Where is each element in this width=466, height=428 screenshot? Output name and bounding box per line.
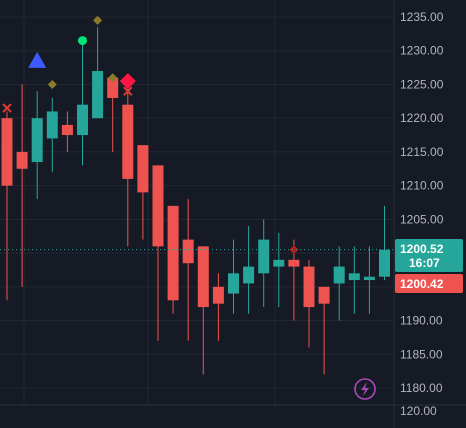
candle [228, 239, 239, 314]
signal-x-marker [2, 103, 12, 113]
candle-body [379, 249, 390, 277]
candle-body [258, 239, 270, 274]
candle [92, 27, 104, 119]
candle [197, 246, 209, 375]
candle [137, 145, 149, 240]
candle [363, 246, 375, 314]
lightning-icon[interactable] [354, 378, 376, 400]
candle [46, 97, 58, 173]
candle [152, 165, 164, 341]
candle-body [16, 151, 28, 169]
candle-body [46, 111, 58, 139]
candle-body [228, 273, 239, 294]
signal-diamond-marker [47, 79, 57, 89]
signal-diamond-marker [119, 73, 136, 90]
candle-body [318, 286, 330, 304]
prev-close-value: 1200.42 [400, 277, 444, 291]
candle-body [212, 286, 224, 304]
candle [258, 219, 270, 308]
candle-body [137, 145, 149, 193]
grid [0, 0, 394, 405]
candle-body [273, 259, 285, 267]
price-tick-label: 1210.00 [400, 179, 444, 193]
candle [1, 111, 13, 301]
candle [212, 273, 224, 341]
prev-close-tag: 1200.42 [395, 274, 463, 293]
candle [379, 205, 390, 281]
candle-body [167, 205, 179, 301]
candle [182, 199, 194, 341]
candle [303, 259, 315, 348]
signal-diamond-marker [289, 245, 299, 255]
signal-diamond-marker [93, 15, 103, 25]
candles [1, 27, 390, 375]
prev-close-tag-bg [395, 274, 463, 293]
candle-body [61, 124, 73, 136]
candle-body [348, 273, 360, 281]
price-tick-label: 1205.00 [400, 212, 444, 226]
candle [333, 246, 345, 321]
candle-body [122, 104, 134, 179]
last-price-tag: 1200.52 16:07 [395, 239, 463, 272]
signal-triangle-marker [28, 51, 47, 68]
candle-body [197, 246, 209, 308]
countdown-timer: 16:07 [409, 256, 440, 270]
price-tick-label: 1220.00 [400, 111, 444, 125]
candle [318, 286, 330, 375]
candle [273, 232, 285, 308]
candle-body [31, 118, 43, 163]
price-tick-label: 1180.00 [400, 381, 443, 395]
last-price-value: 1200.52 [400, 242, 444, 256]
candle [16, 84, 28, 287]
price-tick-label: 1235.00 [400, 10, 444, 24]
candle [77, 43, 88, 166]
price-tick-label: 1225.00 [400, 77, 444, 91]
markers [2, 15, 299, 255]
last-price-tag-bg [395, 239, 463, 272]
signal-x-stroke [2, 103, 12, 113]
price-tick-label: 1190.00 [400, 314, 443, 328]
price-axis-bg [394, 0, 466, 428]
candle [61, 111, 73, 152]
candle [243, 226, 255, 314]
candle [107, 77, 119, 152]
sub-axis-tick: 120.00 [400, 404, 437, 418]
signal-diamond-marker [108, 73, 118, 83]
candle [167, 205, 179, 314]
candle-body [182, 239, 194, 264]
signal-x-stroke [123, 86, 133, 96]
candle [122, 84, 134, 247]
price-tick-label: 1215.00 [400, 145, 444, 159]
signal-x-marker [123, 86, 133, 96]
candle-body [243, 266, 255, 284]
candle-body [288, 259, 300, 267]
candle-body [92, 70, 104, 119]
candle-body [107, 77, 119, 98]
candle-body [77, 104, 88, 136]
candle-body [1, 118, 13, 186]
price-tick-label: 1185.00 [400, 347, 443, 361]
candle-body [363, 276, 375, 281]
candle-body [152, 165, 164, 247]
candle [31, 91, 43, 200]
candle-body [333, 266, 345, 284]
candle [348, 246, 360, 314]
candle-body [303, 266, 315, 308]
signal-circle-marker [78, 36, 87, 46]
price-tick-label: 1230.00 [400, 44, 444, 58]
